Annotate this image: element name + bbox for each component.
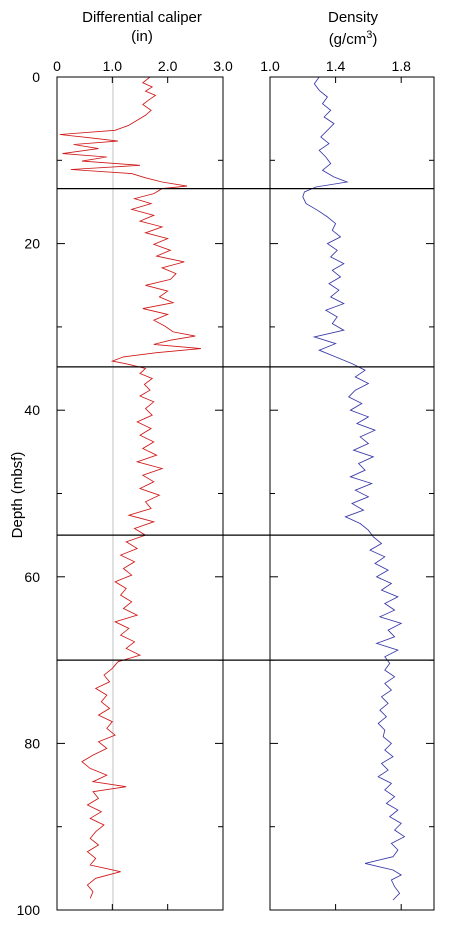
- depth-tick-label: 40: [24, 402, 40, 418]
- depth-tick-labels: 0 20 40 60 80 100: [17, 69, 41, 918]
- caliper-panel: Differential caliper (in) 0 1.0 2.0 3.0 0 20…: [9, 9, 233, 918]
- caliper-title: Differential caliper: [82, 9, 202, 26]
- density-unit-base: (g/cm: [329, 31, 367, 48]
- depth-tick-label: 0: [32, 69, 40, 85]
- caliper-frame: [56, 76, 224, 911]
- caliper-x-tick-label: 1.0: [103, 58, 123, 74]
- caliper-unit: (in): [131, 28, 153, 45]
- caliper-x-tick-label: 2.0: [158, 58, 178, 74]
- depth-tick-label: 100: [17, 902, 41, 918]
- caliper-x-tick-label: 0: [53, 58, 61, 74]
- density-title: Density: [328, 9, 379, 26]
- caliper-series-line: [59, 76, 201, 899]
- density-unit: (g/cm3): [329, 29, 378, 48]
- depth-tick-label: 60: [24, 569, 40, 585]
- density-tick-marks: [270, 77, 434, 910]
- density-x-tick-label: 1.4: [326, 58, 346, 74]
- density-x-tick-label: 1.0: [260, 58, 280, 74]
- depth-tick-label: 20: [24, 236, 40, 252]
- caliper-x-tick-labels: 0 1.0 2.0 3.0: [53, 58, 233, 74]
- density-panel: Density (g/cm3) 1.0 1.4 1.8: [260, 9, 435, 911]
- depth-tick-label: 80: [24, 735, 40, 751]
- density-unit-exponent: 3: [366, 29, 372, 41]
- density-unit-close: ): [372, 31, 377, 48]
- unit-boundaries: [57, 187, 434, 661]
- density-x-tick-labels: 1.0 1.4 1.8: [260, 58, 411, 74]
- caliper-x-tick-label: 3.0: [213, 58, 233, 74]
- depth-axis-label: Depth (mbsf): [9, 452, 26, 539]
- caliper-tick-marks: [57, 77, 223, 910]
- density-series-line: [302, 76, 406, 901]
- density-frame: [269, 76, 435, 911]
- density-x-tick-label: 1.8: [391, 58, 411, 74]
